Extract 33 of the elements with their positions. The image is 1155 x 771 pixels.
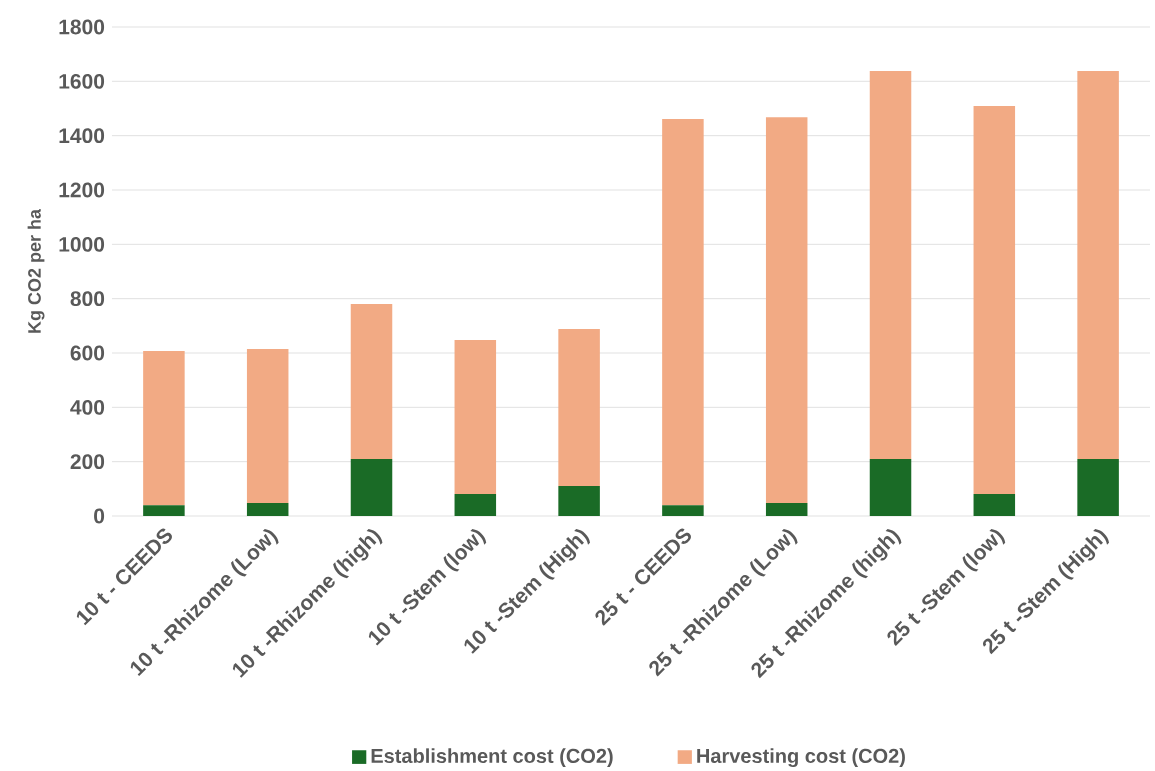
y-tick-label: 1400 xyxy=(59,128,105,144)
bar xyxy=(350,458,393,516)
bar xyxy=(454,339,497,494)
bar xyxy=(662,119,704,506)
bar xyxy=(765,502,808,516)
y-tick-label: 800 xyxy=(70,291,105,307)
bar xyxy=(973,106,1016,494)
bar xyxy=(143,351,185,506)
legend-label: Establishment cost (CO2) xyxy=(371,748,613,767)
bar xyxy=(246,348,289,503)
y-tick-label: 1000 xyxy=(59,236,105,252)
bar xyxy=(869,71,912,459)
y-tick-label: 1200 xyxy=(59,182,105,198)
y-axis-title: Kg CO2 per ha xyxy=(27,208,45,333)
bar xyxy=(350,304,393,459)
bar xyxy=(1077,71,1119,459)
y-tick-label: 1800 xyxy=(59,19,105,35)
bar xyxy=(869,458,912,516)
bar xyxy=(454,493,497,516)
legend-label: Harvesting cost (CO2) xyxy=(697,748,905,768)
bar xyxy=(1077,458,1119,516)
bar xyxy=(246,502,289,516)
bar xyxy=(558,486,600,516)
y-tick-label: 200 xyxy=(70,454,105,470)
y-tick-label: 400 xyxy=(70,399,105,415)
bar xyxy=(765,117,808,503)
y-tick-label: 600 xyxy=(70,345,105,361)
y-tick-label: 1600 xyxy=(59,73,105,89)
bar xyxy=(973,493,1016,516)
bar xyxy=(143,505,185,516)
bar xyxy=(662,505,704,516)
y-tick-label: 0 xyxy=(94,508,105,524)
bar xyxy=(558,329,600,487)
